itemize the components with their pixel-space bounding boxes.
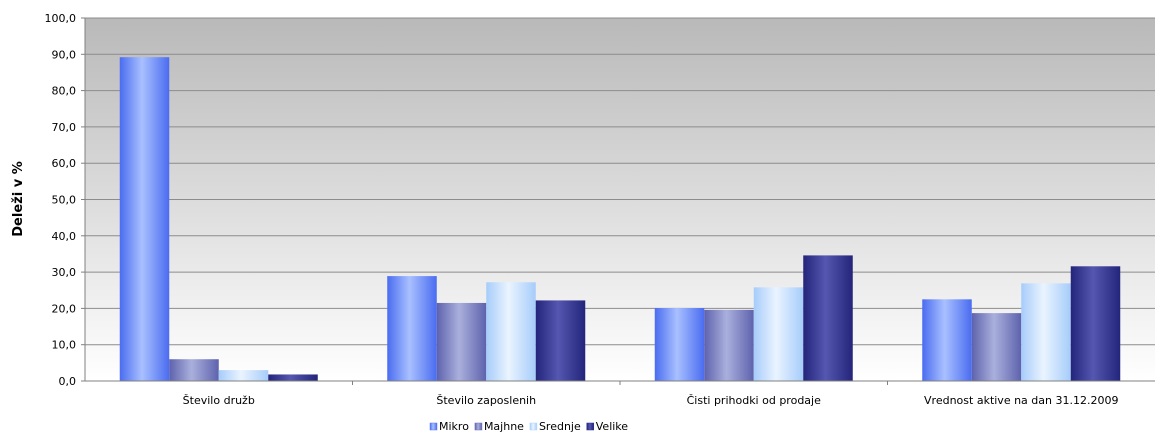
y-tick-label: 60,0 [52,157,77,170]
gridlines [85,17,1155,346]
x-category-label: Število družb [183,394,255,407]
y-tick-label: 0,0 [59,375,77,388]
bar-majhne [704,309,754,381]
y-tick-label: 90,0 [52,48,77,61]
bar-majhne [971,313,1022,381]
y-tick-label: 40,0 [52,230,77,243]
bar-srednje [1021,283,1071,381]
y-axis-ticks: 0,0 10,0 20,0 30,0 40,0 50,0 60,0 70,0 80,0 90,0 1… [45,12,85,388]
y-tick-label: 30,0 [52,266,77,279]
bar-velike [535,300,586,381]
bar-mikro [654,308,705,381]
bar-velike [1070,266,1121,381]
x-category-label: Čisti prihodki od prodaje [687,394,821,407]
bar-mikro [922,299,972,381]
legend-label-srednje: Srednje [539,420,581,433]
legend-swatch-majhne [474,422,483,431]
y-tick-label: 70,0 [52,121,77,134]
legend-swatch-srednje [529,422,538,431]
y-tick-label: 80,0 [52,85,77,98]
y-axis-label: Deleži v % [11,161,26,236]
x-category-label: Vrednost aktive na dan 31.12.2009 [924,394,1118,407]
bar-majhne [169,359,219,381]
bar-mikro [387,276,437,381]
bar-majhne [436,302,487,381]
legend-swatch-velike [586,422,594,431]
bar-srednje [753,287,804,381]
y-tick-label: 100,0 [45,12,77,25]
legend-label-velike: Velike [596,420,629,433]
bar-mikro [119,57,170,381]
y-tick-label: 10,0 [52,339,77,352]
y-tick-label: 20,0 [52,302,77,315]
y-tick-label: 50,0 [52,194,77,207]
legend-swatch-mikro [429,422,438,431]
x-axis-categories: Število družb Število zaposlenih Čisti pri… [183,381,1118,407]
x-category-label: Število zaposlenih [436,394,536,407]
legend: Mikro Majhne Srednje Velike [429,420,629,433]
legend-label-mikro: Mikro [439,420,469,433]
bar-srednje [486,282,536,381]
legend-label-majhne: Majhne [484,420,524,433]
bar-velike [268,374,318,381]
bar-velike [803,255,853,381]
bars [119,57,1121,381]
bar-srednje [218,370,269,381]
